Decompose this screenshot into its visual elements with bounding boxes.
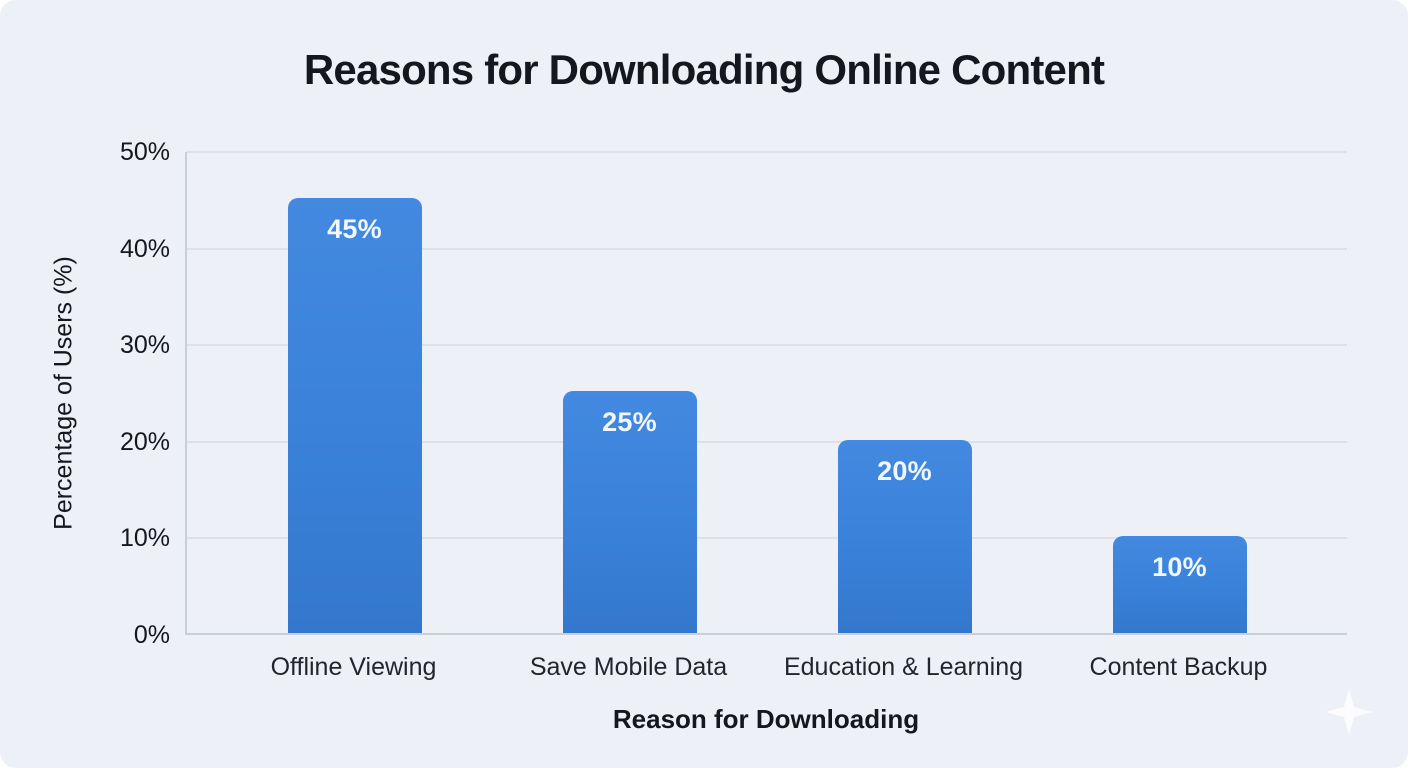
bar-value-label: 20% — [877, 456, 932, 486]
bar-value-label: 25% — [602, 407, 657, 437]
y-tick-label: 50% — [119, 138, 170, 166]
y-tick-label: 40% — [119, 234, 170, 263]
bar-value-label: 10% — [1152, 552, 1207, 582]
x-category-label: Education & Learning — [783, 653, 1024, 681]
y-axis-title: Percentage of Users (%) — [49, 256, 78, 530]
x-axis-category-labels: Offline Viewing Save Mobile Data Education… — [185, 651, 1347, 683]
bar-value-label: 45% — [327, 214, 382, 244]
y-tick-label: 30% — [119, 331, 170, 360]
x-category-label: Content Backup — [1089, 653, 1268, 681]
y-tick-label: 10% — [119, 524, 170, 553]
gridline — [187, 151, 1347, 153]
plot-area: 45% 25% 20% 10% — [185, 151, 1347, 635]
x-category-label: Offline Viewing — [270, 653, 437, 681]
bar: 10% — [1112, 536, 1247, 633]
y-tick-label: 0% — [133, 621, 170, 649]
gridline — [187, 247, 1347, 250]
gridline — [187, 344, 1347, 347]
gridline — [187, 440, 1347, 443]
chart-title: Reasons for Downloading Online Content — [303, 46, 1105, 93]
x-category-label: Save Mobile Data — [529, 653, 728, 681]
bars-container: 45% 25% 20% 10% — [187, 152, 1347, 633]
bar: 25% — [562, 391, 697, 633]
x-axis-title: Reason for Downloading — [612, 704, 920, 734]
gridline — [187, 537, 1347, 540]
y-tick-label: 20% — [119, 427, 170, 456]
bar: 45% — [287, 198, 422, 633]
bar: 20% — [837, 440, 972, 633]
